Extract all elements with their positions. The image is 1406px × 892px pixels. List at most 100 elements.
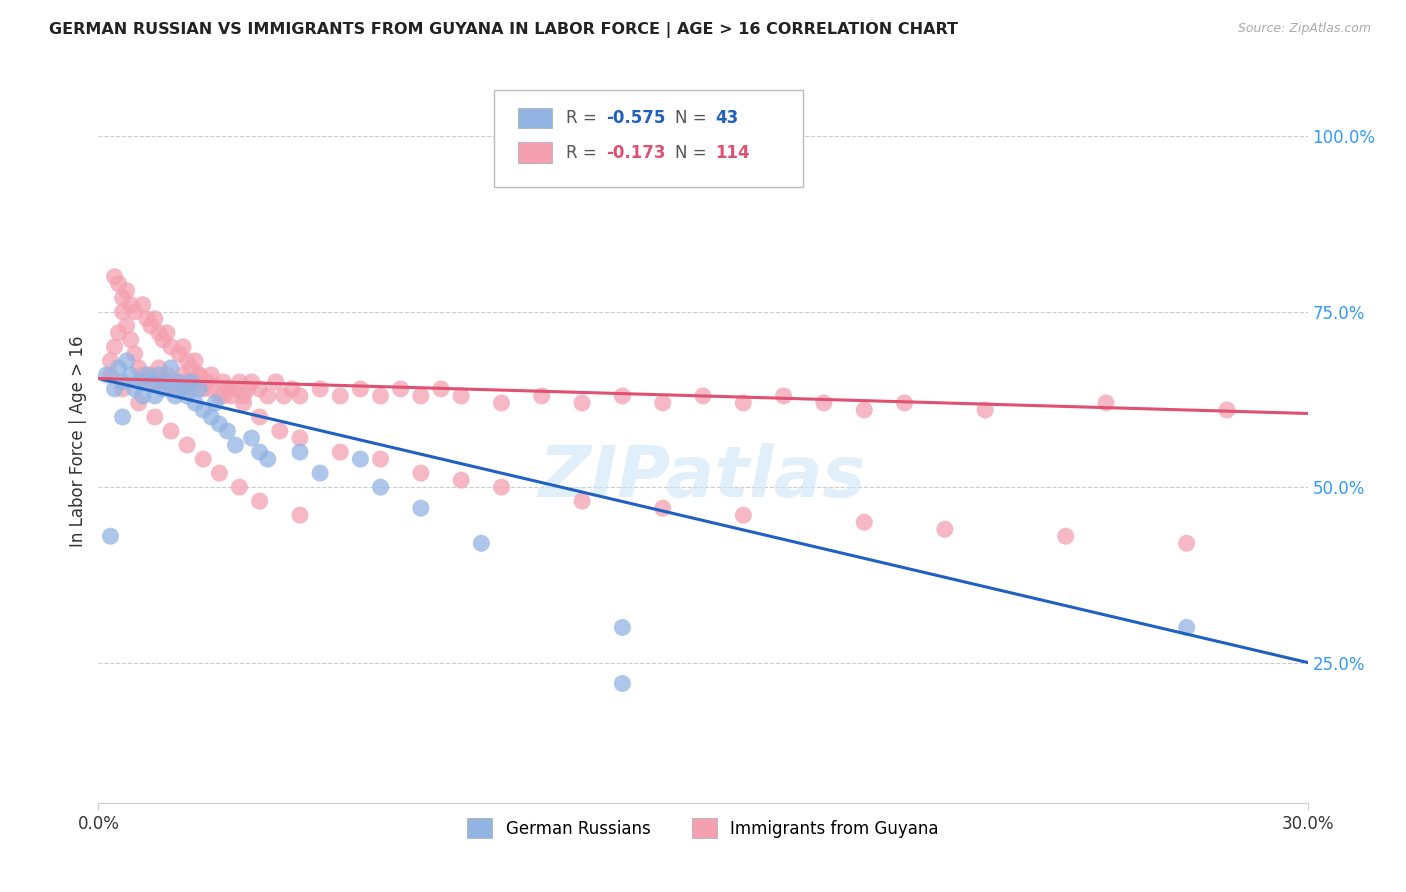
Point	[156, 368, 179, 382]
Point	[163, 375, 186, 389]
Text: N =: N =	[675, 144, 711, 161]
Point	[240, 431, 263, 445]
Text: -0.173: -0.173	[606, 144, 666, 161]
Point	[100, 354, 122, 368]
Point	[152, 333, 174, 347]
Point	[853, 403, 876, 417]
Point	[571, 494, 593, 508]
Point	[232, 389, 254, 403]
Point	[288, 389, 311, 403]
Point	[309, 466, 332, 480]
Point	[217, 424, 239, 438]
Point	[103, 269, 125, 284]
Point	[160, 424, 183, 438]
Point	[124, 347, 146, 361]
Point	[409, 501, 432, 516]
Point	[1175, 536, 1198, 550]
Point	[228, 375, 250, 389]
Point	[139, 318, 162, 333]
Point	[692, 389, 714, 403]
Point	[188, 368, 211, 382]
Point	[172, 368, 194, 382]
Point	[450, 473, 472, 487]
Point	[273, 389, 295, 403]
Point	[204, 396, 226, 410]
Point	[232, 396, 254, 410]
Point	[530, 389, 553, 403]
Point	[491, 396, 513, 410]
Point	[139, 368, 162, 382]
Point	[156, 375, 179, 389]
Point	[200, 368, 222, 382]
Point	[195, 375, 218, 389]
Point	[176, 438, 198, 452]
Point	[813, 396, 835, 410]
Point	[217, 382, 239, 396]
Point	[143, 409, 166, 424]
Point	[281, 382, 304, 396]
Point	[349, 452, 371, 467]
Point	[256, 452, 278, 467]
Point	[733, 508, 755, 523]
Point	[148, 360, 170, 375]
Point	[143, 311, 166, 326]
Text: Source: ZipAtlas.com: Source: ZipAtlas.com	[1237, 22, 1371, 36]
Point	[228, 480, 250, 494]
Point	[409, 466, 432, 480]
Point	[249, 494, 271, 508]
Point	[370, 452, 392, 467]
Point	[264, 375, 287, 389]
Point	[163, 389, 186, 403]
Point	[256, 389, 278, 403]
Point	[180, 382, 202, 396]
Point	[111, 291, 134, 305]
Point	[217, 382, 239, 396]
Point	[115, 318, 138, 333]
Point	[176, 389, 198, 403]
Text: R =: R =	[567, 144, 602, 161]
Point	[612, 620, 634, 634]
Point	[115, 354, 138, 368]
Point	[135, 375, 157, 389]
Point	[208, 466, 231, 480]
Point	[193, 382, 215, 396]
Point	[409, 389, 432, 403]
Point	[128, 360, 150, 375]
Point	[288, 508, 311, 523]
Point	[208, 389, 231, 403]
Point	[160, 340, 183, 354]
Point	[152, 375, 174, 389]
Point	[249, 382, 271, 396]
Point	[111, 409, 134, 424]
Point	[111, 375, 134, 389]
Point	[224, 382, 246, 396]
Text: 43: 43	[716, 109, 738, 127]
Point	[491, 480, 513, 494]
Point	[132, 298, 155, 312]
Point	[188, 368, 211, 382]
Point	[172, 382, 194, 396]
Point	[571, 396, 593, 410]
Bar	[517, 108, 553, 128]
Point	[107, 360, 129, 375]
Point	[893, 396, 915, 410]
Point	[167, 382, 190, 396]
Point	[772, 389, 794, 403]
Text: 114: 114	[716, 144, 749, 161]
Point	[143, 389, 166, 403]
Point	[103, 340, 125, 354]
Point	[103, 382, 125, 396]
Point	[853, 515, 876, 529]
Point	[236, 382, 259, 396]
Point	[349, 382, 371, 396]
Point	[124, 382, 146, 396]
Point	[156, 326, 179, 340]
Y-axis label: In Labor Force | Age > 16: In Labor Force | Age > 16	[69, 335, 87, 548]
Point	[224, 438, 246, 452]
Point	[111, 305, 134, 319]
Point	[128, 375, 150, 389]
Point	[124, 305, 146, 319]
Point	[184, 375, 207, 389]
Point	[240, 375, 263, 389]
Point	[176, 354, 198, 368]
